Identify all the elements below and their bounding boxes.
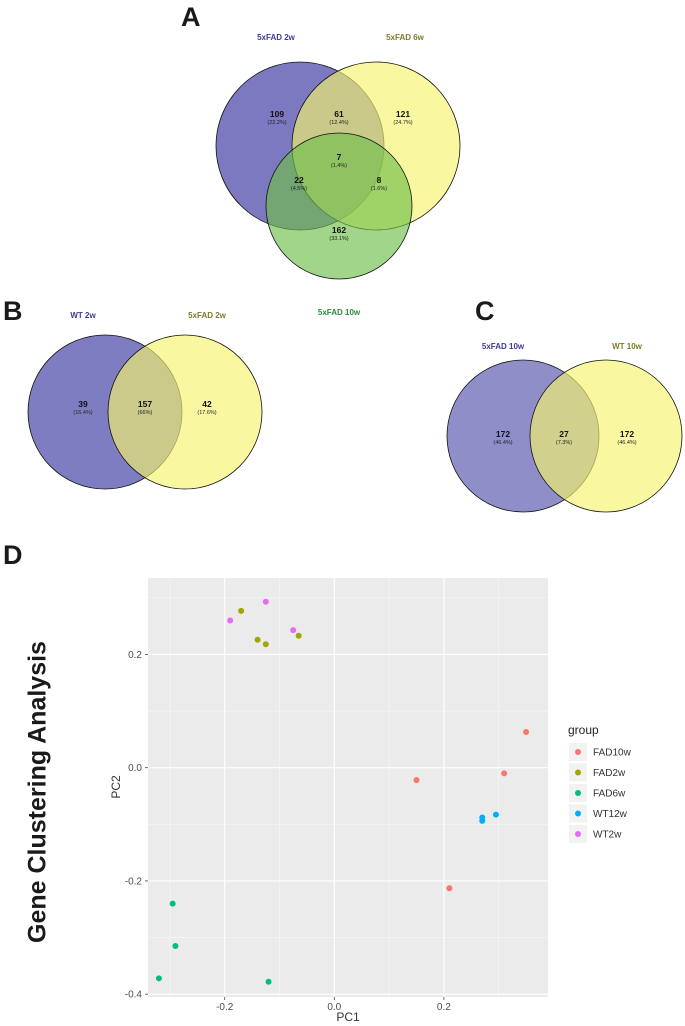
venn-c: 5xFAD 10w WT 10w 172 (46.4%) 27 (7.3%) 1… (446, 342, 683, 513)
y-axis-title: PC2 (109, 775, 123, 799)
data-point-fad2w (295, 632, 302, 639)
y-tick-label: -0.2 (125, 876, 143, 887)
venn-c-count: 172 (496, 429, 510, 439)
venn-a-count: 121 (396, 109, 410, 119)
x-tick-label: 0.0 (327, 1002, 341, 1013)
venn-a-pct: (1.6%) (371, 186, 387, 192)
panel-letter-a: A (181, 2, 201, 32)
venn-a-count: 61 (334, 109, 344, 119)
data-point-wt2w (262, 598, 269, 605)
venn-a-circle-10w (265, 132, 413, 280)
data-point-fad2w (238, 607, 245, 614)
venn-a-count: 109 (270, 109, 284, 119)
venn-b-count: 42 (202, 399, 212, 409)
venn-c-count: 27 (559, 429, 569, 439)
data-point-fad10w (446, 885, 453, 892)
x-tick-label: -0.2 (216, 1002, 234, 1013)
venn-a: 5xFAD 2w 5xFAD 6w 5xFAD 10w 109 (22.2%) … (215, 33, 461, 317)
legend-title: group (568, 723, 599, 737)
grid-minor (148, 578, 548, 997)
venn-a-label-10w: 5xFAD 10w (318, 308, 361, 317)
venn-c-label-wt10w: WT 10w (612, 342, 643, 351)
venn-a-count: 22 (294, 175, 304, 185)
legend-key-fad2w (575, 769, 581, 776)
venn-a-count: 7 (337, 152, 342, 162)
data-point-fad6w (155, 975, 162, 982)
y-tick-label: 0.2 (128, 650, 142, 661)
data-point-fad6w (265, 978, 272, 985)
venn-a-label-2w: 5xFAD 2w (257, 33, 296, 42)
venn-a-count: 8 (377, 175, 382, 185)
venn-diagrams: 5xFAD 2w 5xFAD 6w 5xFAD 10w 109 (22.2%) … (27, 33, 683, 513)
venn-a-pct: (22.2%) (267, 120, 286, 126)
x-axis-title: PC1 (336, 1010, 360, 1024)
legend-key-wt2w (575, 831, 581, 837)
venn-a-label-6w: 5xFAD 6w (386, 33, 425, 42)
venn-b-circle-fad2w (107, 334, 263, 490)
x-tick-label: 0.2 (437, 1002, 451, 1013)
legend-label-wt2w: WT2w (593, 830, 622, 841)
venn-a-pct: (33.1%) (329, 236, 348, 242)
legend-label-wt12w: WT12w (593, 809, 628, 820)
venn-b-label-fad2w: 5xFAD 2w (188, 311, 227, 320)
legend-key-fad10w (575, 749, 581, 755)
data-point-wt12w (479, 817, 486, 824)
grid-major (148, 578, 548, 997)
venn-b: WT 2w 5xFAD 2w 39 (16.4%) 157 (66%) 42 (… (27, 311, 263, 490)
venn-a-pct: (24.7%) (393, 120, 412, 126)
panel-letter-b: B (3, 296, 23, 326)
venn-b-count: 157 (138, 399, 152, 409)
venn-c-label-fad10w: 5xFAD 10w (482, 342, 525, 351)
legend-label-fad2w: FAD2w (593, 768, 626, 779)
venn-b-count: 39 (78, 399, 88, 409)
legend-key-wt12w (575, 810, 581, 817)
x-axis-ticks: -0.2 0.0 0.2 (216, 997, 451, 1013)
venn-c-count: 172 (620, 429, 634, 439)
data-point-wt12w (492, 811, 499, 818)
venn-b-pct: (16.4%) (73, 410, 92, 416)
data-point-fad6w (169, 900, 176, 907)
data-point-wt2w (290, 627, 297, 634)
data-point-fad10w (413, 777, 420, 784)
venn-c-pct: (7.3%) (556, 440, 572, 446)
data-point-fad2w (254, 636, 261, 643)
data-point-wt2w (227, 617, 234, 624)
panel-letter-d: D (3, 540, 23, 570)
venn-c-pct: (46.4%) (493, 440, 512, 446)
venn-b-label-wt2w: WT 2w (70, 311, 96, 320)
y-tick-label: 0.0 (128, 763, 142, 774)
venn-a-pct: (1.4%) (331, 163, 347, 169)
y-tick-label: -0.4 (125, 990, 143, 1001)
legend-key-fad6w (575, 790, 581, 796)
data-point-fad2w (262, 641, 269, 648)
legend-label-fad6w: FAD6w (593, 789, 626, 800)
venn-a-count: 162 (332, 225, 346, 235)
venn-c-pct: (46.4%) (617, 440, 636, 446)
venn-b-pct: (17.6%) (197, 410, 216, 416)
venn-a-pct: (12.4%) (329, 120, 348, 126)
data-point-fad10w (523, 729, 530, 736)
panel-letter-c: C (475, 296, 495, 326)
plot-panel (148, 578, 548, 997)
venn-a-pct: (4.5%) (291, 186, 307, 192)
y-axis-ticks: 0.2 0.0 -0.2 -0.4 (125, 650, 148, 1001)
legend-label-fad10w: FAD10w (593, 748, 632, 759)
data-points (155, 598, 530, 985)
data-point-fad10w (501, 770, 508, 777)
legend: group FAD10w FAD2w FAD6w WT12w WT2w (568, 723, 632, 843)
data-point-fad6w (172, 943, 179, 950)
venn-b-pct: (66%) (138, 410, 153, 416)
venn-c-circle-wt10w (529, 359, 683, 513)
